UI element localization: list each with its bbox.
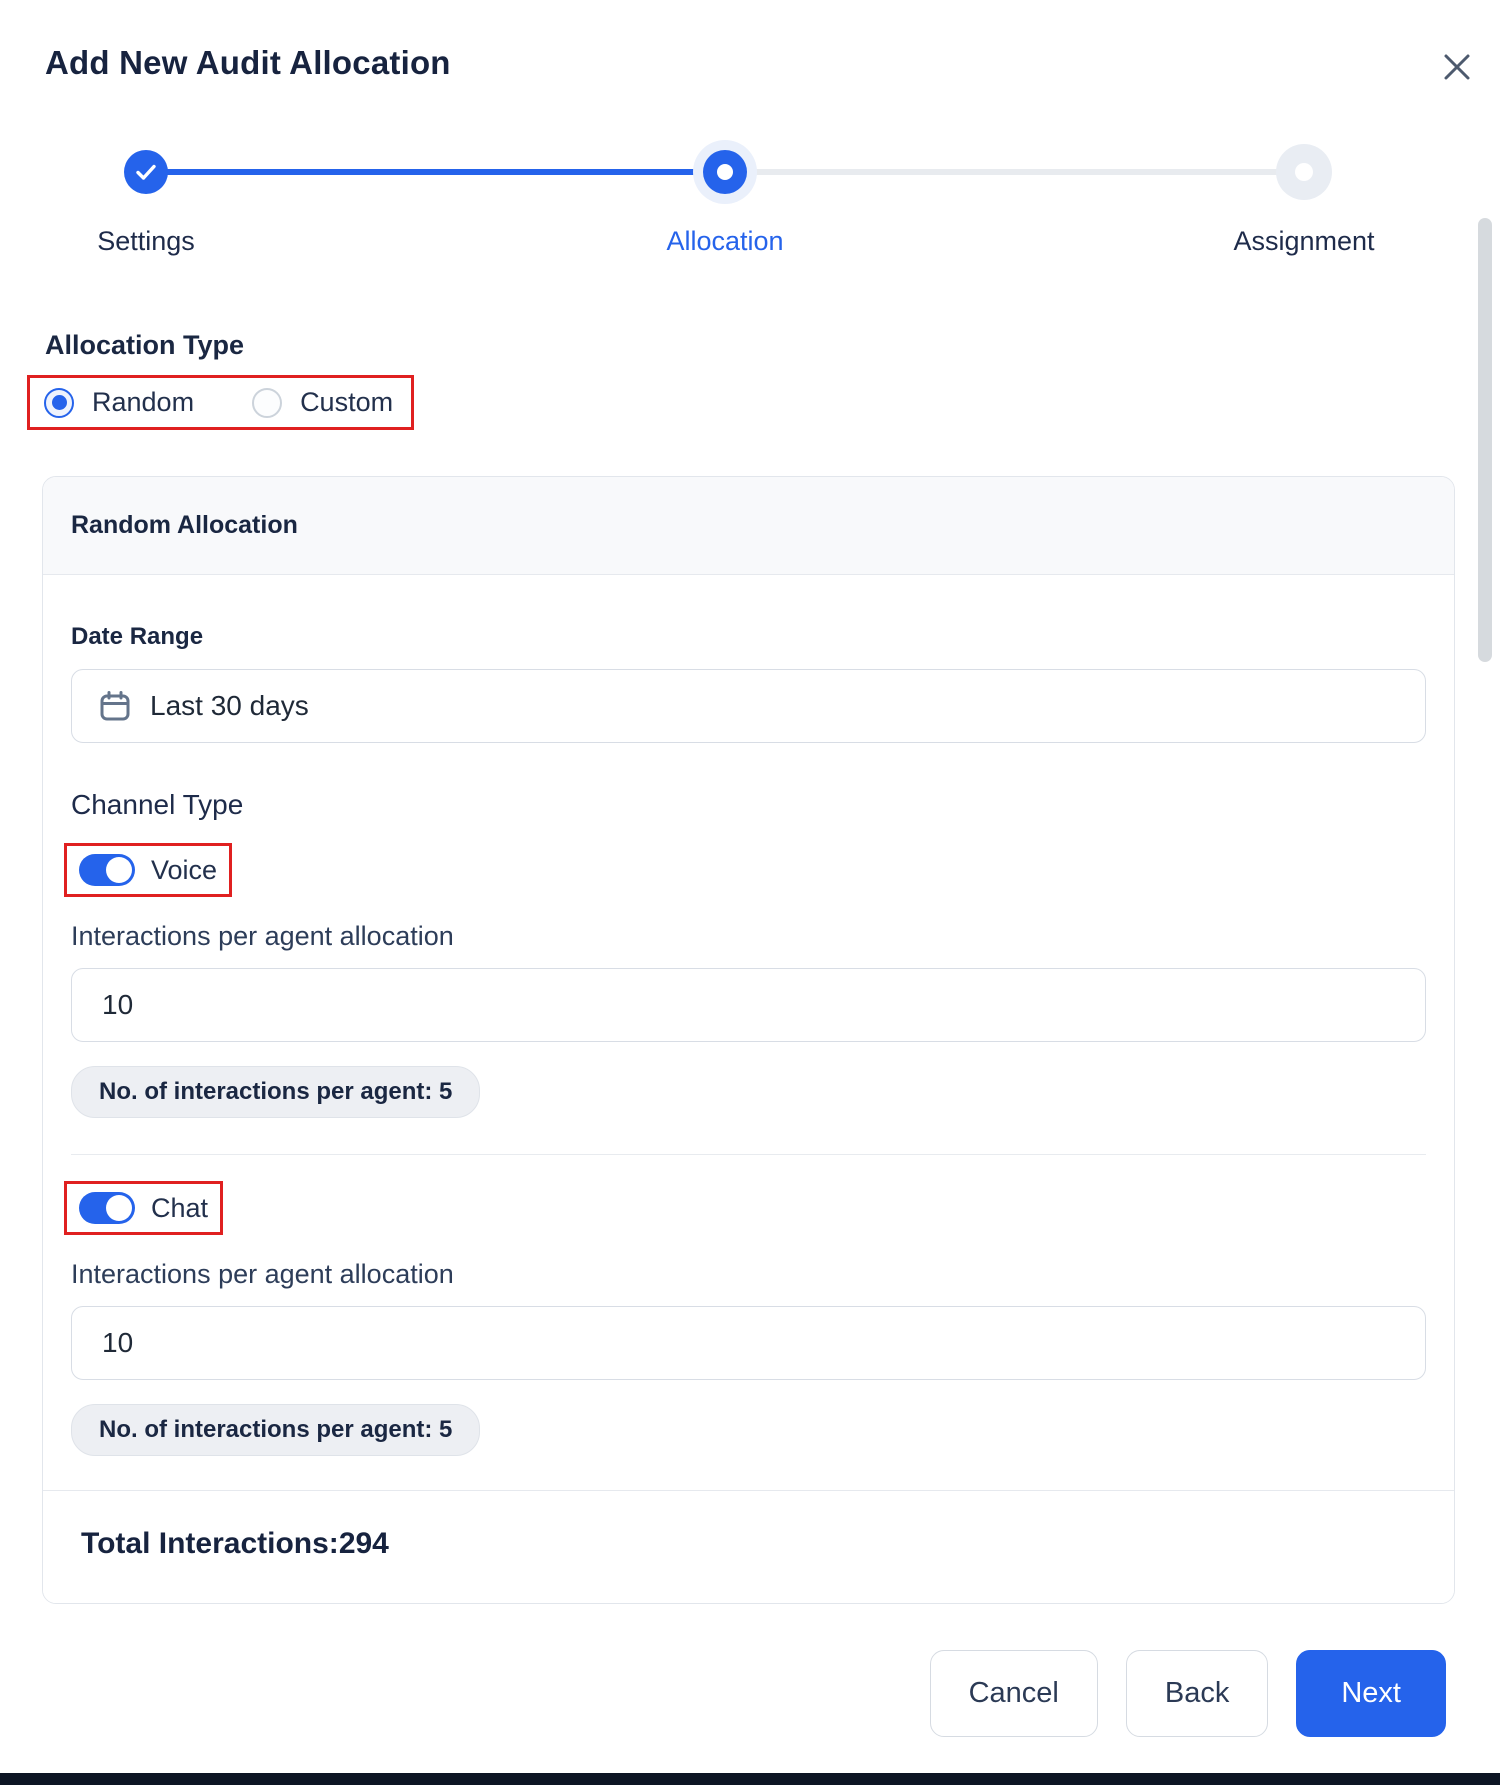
step-settings-node[interactable] [124,150,168,194]
chat-toggle-annotation-box: Chat [64,1181,224,1235]
radio-option-random[interactable]: Random [44,387,194,418]
step-allocation-dot [703,150,747,194]
page-title: Add New Audit Allocation [45,44,451,81]
voice-toggle[interactable] [79,854,135,886]
radio-option-custom[interactable]: Custom [252,387,393,418]
channel-type-heading: Channel Type [71,789,244,820]
date-range-field[interactable]: Last 30 days [71,669,1426,743]
chat-input-label: Interactions per agent allocation [71,1259,454,1289]
step-label-assignment[interactable]: Assignment [1233,226,1375,256]
date-range-label: Date Range [71,623,204,650]
footer-button-row: Cancel Back Next [0,1650,1446,1737]
stepper-track-upcoming [725,169,1304,175]
bottom-edge-bar [0,1773,1500,1785]
panel-body: Date Range Last 30 days Channel Type Voi… [43,575,1454,1490]
voice-toggle-label: Voice [151,854,218,885]
voice-input-label: Interactions per agent allocation [71,921,454,951]
total-interactions-label: Total Interactions: [81,1527,339,1560]
check-icon [136,164,156,180]
step-allocation-inner-dot [717,164,733,180]
step-label-allocation[interactable]: Allocation [666,226,784,256]
toggle-knob [106,1195,132,1221]
channel-divider [71,1154,1426,1155]
vertical-scrollbar[interactable] [1478,218,1492,662]
chat-per-agent-badge: No. of interactions per agent: 5 [71,1404,481,1456]
close-icon[interactable] [1440,50,1474,84]
voice-toggle-annotation-box: Voice [64,843,233,897]
chat-toggle-label: Chat [151,1192,209,1223]
radio-label-custom: Custom [300,387,394,417]
cancel-button[interactable]: Cancel [929,1650,1098,1737]
back-button[interactable]: Back [1125,1650,1269,1737]
step-assignment-node[interactable] [1276,144,1332,200]
random-allocation-panel: Random Allocation Date Range Last 30 day… [42,476,1455,1604]
voice-interactions-input[interactable] [71,968,1426,1042]
panel-title: Random Allocation [71,511,298,539]
date-range-value: Last 30 days [150,690,309,721]
voice-per-agent-badge: No. of interactions per agent: 5 [71,1066,481,1118]
radio-unselected-icon[interactable] [252,387,283,418]
chat-toggle[interactable] [79,1192,135,1224]
next-button[interactable]: Next [1296,1650,1446,1737]
step-assignment-inner-dot [1295,163,1313,181]
stepper: Settings Allocation Assignment [0,140,1500,290]
allocation-type-annotation-box: Random Custom [27,375,415,430]
stepper-track-completed [146,169,725,175]
total-interactions-value: 294 [338,1527,389,1560]
panel-header: Random Allocation [43,477,1454,575]
radio-selected-icon[interactable] [44,387,74,418]
calendar-icon [100,691,130,721]
chat-interactions-input[interactable] [71,1306,1426,1380]
panel-footer: Total Interactions:294 [43,1490,1454,1603]
toggle-knob [106,857,132,883]
radio-dot [51,395,67,410]
step-label-settings[interactable]: Settings [97,226,195,256]
step-allocation-node[interactable] [693,140,757,204]
allocation-type-heading: Allocation Type [45,330,245,360]
radio-label-random: Random [92,387,195,417]
